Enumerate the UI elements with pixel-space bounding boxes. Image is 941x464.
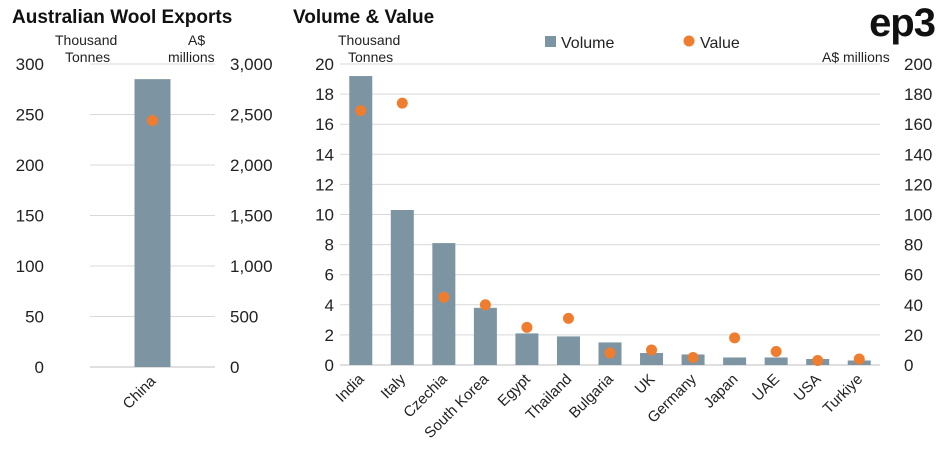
right-chart-left-tick-label: 2 [325, 326, 334, 345]
right-chart-volume-bar [473, 307, 497, 365]
right-chart-left-axis-label-line1: Thousand [338, 32, 400, 48]
left-chart-left-tick-label: 150 [16, 207, 44, 226]
right-chart-left-axis-label-line2: Tonnes [348, 49, 393, 65]
right-chart-value-point [729, 332, 741, 344]
right-chart-left-tick-label: 14 [315, 145, 334, 164]
right-chart-value-point [562, 312, 574, 324]
right-chart-value-point [646, 344, 658, 356]
value-points [147, 97, 865, 366]
right-chart-category-label: India [333, 370, 368, 405]
left-chart-left-tick-label: 50 [25, 308, 44, 327]
right-chart-value-point [438, 291, 450, 303]
left-chart-category-label: China [120, 372, 160, 412]
left-chart-right-tick-label: 500 [230, 308, 258, 327]
left-chart-right-axis-label-line1: A$ [188, 32, 205, 48]
left-chart-right-tick-label: 0 [230, 358, 239, 377]
right-chart-volume-bar [390, 209, 414, 365]
right-chart-category-label: UAE [749, 371, 783, 405]
right-chart-volume-bar [432, 243, 456, 365]
right-chart-volume-bar [556, 336, 580, 365]
right-chart-right-tick-label: 80 [904, 236, 923, 255]
right-chart-left-tick-label: 8 [325, 236, 334, 255]
right-chart-left-tick-label: 18 [315, 85, 334, 104]
right-chart-left-tick-label: 12 [315, 175, 334, 194]
left-chart-left-axis-label-line2: Tonnes [65, 49, 110, 65]
legend: Volume Value [545, 35, 740, 52]
right-chart-right-tick-label: 20 [904, 326, 923, 345]
right-chart-value-point [687, 351, 699, 363]
right-chart-right-tick-label: 100 [904, 206, 932, 225]
left-chart-volume-bar [134, 79, 171, 368]
right-chart-volume-bar [515, 333, 539, 365]
right-chart-right-tick-label: 120 [904, 175, 932, 194]
right-chart-right-tick-label: 160 [904, 115, 932, 134]
right-chart-right-tick-label: 180 [904, 85, 932, 104]
right-chart-value-point [770, 345, 782, 357]
right-chart-volume-bar [723, 357, 747, 365]
right-chart-left-tick-label: 4 [325, 296, 334, 315]
left-chart-left-tick-label: 0 [35, 358, 44, 377]
left-chart-left-tick-label: 300 [16, 55, 44, 74]
left-chart-left-tick-label: 100 [16, 257, 44, 276]
right-chart-volume-bar [349, 76, 373, 365]
left-chart-left-axis-label-line1: Thousand [55, 32, 117, 48]
right-chart-left-tick-label: 6 [325, 266, 334, 285]
right-chart-left-tick-label: 10 [315, 206, 334, 225]
left-chart-right-tick-label: 1,000 [230, 257, 273, 276]
right-chart-value-point [604, 347, 616, 359]
right-chart-category-label: UK [632, 371, 659, 398]
right-chart-right-tick-label: 140 [904, 145, 932, 164]
left-chart-left-tick-label: 200 [16, 156, 44, 175]
right-chart-right-tick-label: 40 [904, 296, 923, 315]
legend-value-label: Value [700, 35, 740, 52]
right-chart-category-label: Bulgaria [566, 370, 617, 421]
legend-value-swatch [683, 35, 695, 47]
right-chart-category-label: USA [791, 371, 825, 405]
right-chart-right-tick-label: 60 [904, 266, 923, 285]
right-chart-left-tick-label: 0 [325, 356, 334, 375]
right-chart-value-point [479, 299, 491, 311]
right-chart-value-point [396, 97, 408, 109]
right-chart-volume-bar [640, 352, 664, 365]
right-chart-volume-bar [764, 357, 788, 365]
left-chart-left-tick-label: 250 [16, 106, 44, 125]
left-chart-right-tick-label: 3,000 [230, 55, 273, 74]
right-chart-category-label: Italy [378, 370, 410, 402]
right-chart-category-label: Turkiye [820, 371, 866, 417]
right-chart-left-tick-label: 16 [315, 115, 334, 134]
right-chart-value-point [521, 321, 533, 333]
right-chart-value-point [355, 105, 367, 117]
right-chart-right-tick-label: 0 [904, 356, 913, 375]
left-chart-right-tick-label: 2,000 [230, 156, 273, 175]
right-chart-category-label: Japan [701, 371, 742, 412]
left-chart-right-tick-label: 1,500 [230, 207, 273, 226]
ep3-logo: ep3 [869, 1, 935, 45]
right-chart-category-label: Thailand [523, 371, 576, 424]
left-chart-right-axis-label-line2: millions [168, 49, 215, 65]
legend-volume-swatch [545, 36, 556, 47]
bars [134, 76, 871, 368]
left-chart-right-tick-label: 2,500 [230, 106, 273, 125]
right-chart-category-label: Egypt [495, 370, 535, 410]
left-chart-value-point [147, 115, 158, 127]
right-chart-right-axis-label: A$ millions [822, 49, 890, 65]
right-chart-title: Volume & Value [293, 7, 434, 28]
right-chart-value-point [853, 353, 865, 365]
right-chart-right-tick-label: 200 [904, 55, 932, 74]
legend-volume-label: Volume [561, 35, 614, 52]
right-chart-left-tick-label: 20 [315, 55, 334, 74]
left-chart-title: Australian Wool Exports [12, 7, 232, 28]
right-chart-value-point [812, 354, 824, 366]
